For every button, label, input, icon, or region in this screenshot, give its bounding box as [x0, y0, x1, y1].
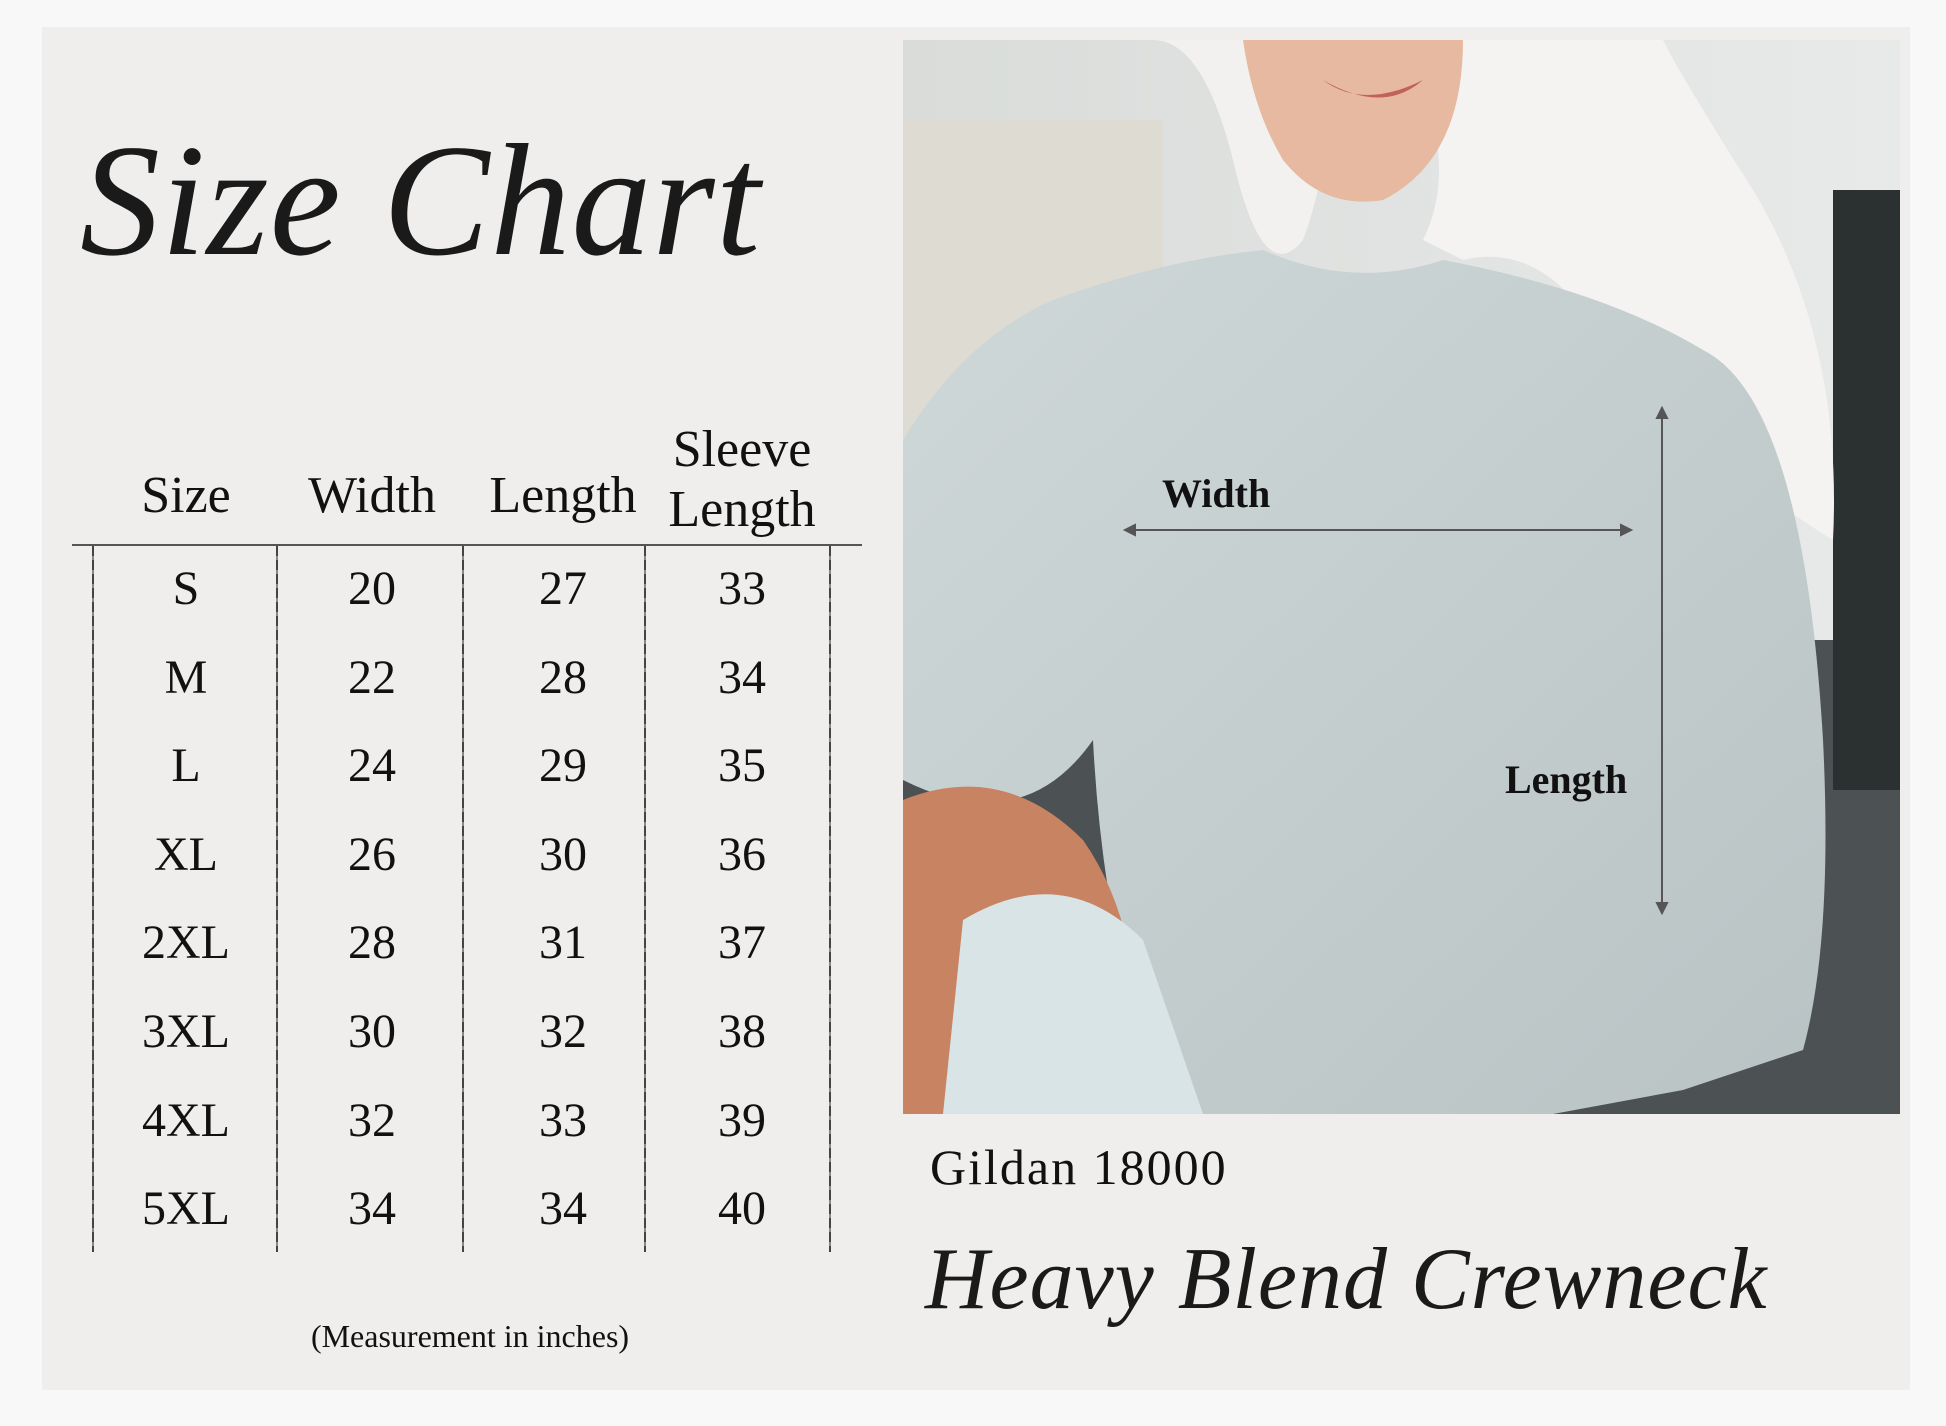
measurement-cell: 26: [348, 827, 396, 881]
width-measure-label: Width: [1162, 471, 1271, 516]
column-divider: [276, 546, 278, 1252]
measurement-cell: 39: [718, 1093, 766, 1147]
measurement-cell: 36: [718, 827, 766, 881]
product-model: Gildan 18000: [930, 1139, 1228, 1195]
column-divider: [829, 546, 831, 1252]
measurement-cell: 40: [718, 1182, 766, 1236]
measurement-cell: 30: [348, 1005, 396, 1058]
measurement-cell: 37: [718, 916, 766, 970]
measurement-cell: 32: [539, 1005, 587, 1058]
measurement-cell: 33: [718, 562, 766, 615]
size-cell: 4XL: [142, 1093, 230, 1147]
size-chart-title: Size Chart: [80, 111, 762, 289]
size-cell: M: [164, 650, 208, 704]
measurement-cell: 38: [718, 1005, 766, 1058]
measurement-cell: 28: [348, 916, 396, 970]
measurement-cell: 34: [539, 1182, 587, 1236]
measurement-cell: 31: [539, 916, 587, 970]
measurement-cell: 29: [539, 739, 587, 793]
size-cell: L: [171, 739, 201, 793]
length-measure-label: Length: [1505, 757, 1628, 802]
product-name: Heavy Blend Crewneck: [925, 1231, 1768, 1328]
measurement-cell: 34: [348, 1182, 396, 1236]
measurement-cell: 30: [539, 827, 587, 881]
measurement-cell: 35: [718, 739, 766, 793]
header-width: Width: [308, 467, 436, 524]
measurement-cell: 24: [348, 739, 396, 793]
header-length: Length: [489, 467, 637, 524]
header-divider: [72, 544, 862, 546]
header-sleeve-length: Sleeve Length: [668, 421, 816, 538]
column-divider: [644, 546, 646, 1252]
measurement-cell: 22: [348, 650, 396, 704]
measurement-cell: 34: [718, 650, 766, 704]
measurement-note: (Measurement in inches): [310, 1318, 630, 1354]
size-cell: S: [172, 562, 200, 615]
measurement-cell: 27: [539, 562, 587, 615]
measurement-cell: 33: [539, 1093, 587, 1147]
measurement-cell: 20: [348, 562, 396, 615]
model-photo: Width Length: [903, 40, 1900, 1114]
sweatshirt-photo-illustration: [903, 40, 1900, 1114]
column-divider: [462, 546, 464, 1252]
measurement-cell: 32: [348, 1093, 396, 1147]
column-divider: [92, 546, 94, 1252]
header-size: Size: [141, 467, 231, 524]
measurement-cell: 28: [539, 650, 587, 704]
size-cell: XL: [154, 827, 218, 881]
size-cell: 2XL: [142, 916, 230, 970]
size-cell: 3XL: [142, 1005, 230, 1058]
size-cell: 5XL: [142, 1182, 230, 1236]
